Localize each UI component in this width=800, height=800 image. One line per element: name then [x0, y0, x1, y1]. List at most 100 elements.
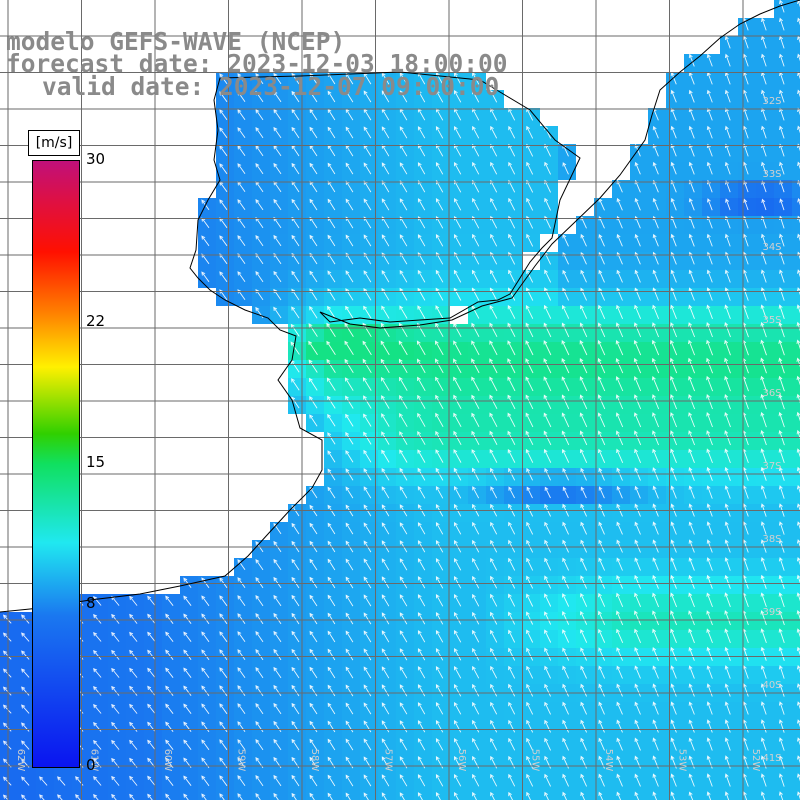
wind-arrow [2, 794, 9, 800]
wind-arrow [435, 358, 444, 374]
wind-cell [792, 396, 800, 414]
wind-arrow [363, 162, 372, 175]
wind-arrow [219, 109, 228, 121]
wind-arrow [273, 792, 279, 800]
wind-arrow [381, 270, 390, 283]
wind-arrow [435, 719, 444, 733]
wind-arrow [778, 610, 785, 626]
wind-arrow [435, 629, 444, 643]
wind-arrow [183, 775, 192, 786]
wind-arrow [435, 701, 444, 715]
wind-arrow [724, 143, 731, 157]
wind-cell [792, 576, 800, 594]
wind-arrow [327, 738, 336, 751]
wind-arrow [778, 539, 785, 553]
wind-arrow [652, 791, 658, 800]
wind-arrow [399, 774, 408, 787]
wind-arrow [454, 125, 462, 139]
wind-arrow [598, 719, 605, 733]
wind-arrow [490, 665, 498, 679]
wind-arrow [670, 628, 677, 643]
wind-arrow [760, 791, 766, 800]
wind-arrow [219, 721, 228, 733]
wind-arrow [454, 233, 462, 247]
wind-arrow [291, 684, 300, 697]
wind-arrow [201, 631, 210, 643]
wind-arrow [129, 721, 138, 732]
wind-arrow [669, 339, 678, 356]
wind-arrow [652, 233, 659, 247]
wind-arrow [472, 143, 480, 157]
wind-cell [486, 792, 504, 800]
wind-arrow [526, 486, 533, 499]
wind-arrow [399, 612, 408, 625]
wind-arrow [380, 358, 390, 374]
wind-arrow [760, 321, 767, 338]
wind-arrow [363, 413, 372, 427]
wind-arrow [652, 287, 659, 301]
wind-arrow [399, 287, 408, 301]
wind-arrow [688, 610, 695, 626]
wind-arrow [327, 468, 336, 481]
wind-arrow [706, 357, 714, 374]
wind-cell [792, 738, 800, 756]
wind-arrow [2, 668, 12, 678]
wind-arrow [634, 269, 641, 283]
wind-arrow [670, 269, 677, 283]
wind-arrow [165, 595, 174, 606]
wind-arrow [634, 665, 641, 679]
wind-arrow [760, 737, 767, 751]
wind-arrow [2, 704, 12, 714]
wind-arrow [616, 737, 623, 751]
wind-arrow [345, 792, 351, 800]
wind-arrow [796, 429, 800, 440]
wind-arrow [490, 611, 498, 625]
wind-arrow [724, 485, 731, 499]
wind-arrow [237, 163, 246, 175]
wind-arrow [363, 431, 372, 445]
wind-arrow [237, 91, 246, 103]
wind-arrow [634, 161, 641, 175]
wind-arrow [345, 612, 354, 625]
wind-arrow [562, 719, 570, 733]
wind-arrow [398, 340, 408, 356]
wind-cell [666, 792, 684, 800]
wind-arrow [797, 198, 800, 206]
wind-arrow [363, 684, 372, 697]
wind-arrow [93, 595, 102, 606]
wind-arrow [345, 450, 354, 463]
wind-arrow [344, 358, 354, 373]
wind-arrow [634, 737, 641, 751]
wind-arrow [309, 234, 318, 247]
wind-arrow [219, 739, 228, 751]
wind-arrow [724, 592, 731, 608]
wind-arrow [778, 485, 785, 499]
wind-arrow [670, 719, 677, 733]
wind-arrow [363, 486, 372, 499]
wind-arrow [201, 703, 210, 715]
wind-arrow [670, 89, 677, 103]
wind-arrow [309, 630, 318, 643]
wind-arrow [345, 666, 354, 679]
wind-arrow [615, 357, 624, 374]
wind-arrow [454, 683, 462, 697]
wind-arrow [616, 521, 623, 535]
wind-arrow [2, 632, 12, 642]
wind-arrow [688, 574, 695, 589]
wind-arrow [778, 791, 784, 800]
wind-arrow [544, 647, 552, 661]
wind-arrow [219, 667, 228, 679]
wind-arrow [327, 450, 336, 463]
wind-arrow [652, 322, 660, 338]
wind-arrow [381, 792, 387, 800]
wind-arrow [381, 395, 390, 409]
wind-cell [36, 792, 54, 800]
wind-arrow [779, 53, 785, 67]
wind-arrow [508, 773, 516, 787]
wind-arrow [255, 163, 264, 175]
wind-arrow [652, 665, 659, 679]
wind-cell [792, 450, 800, 468]
wind-arrow [111, 703, 120, 714]
wind-arrow [724, 574, 731, 589]
latitude-label: 36S [762, 388, 781, 399]
